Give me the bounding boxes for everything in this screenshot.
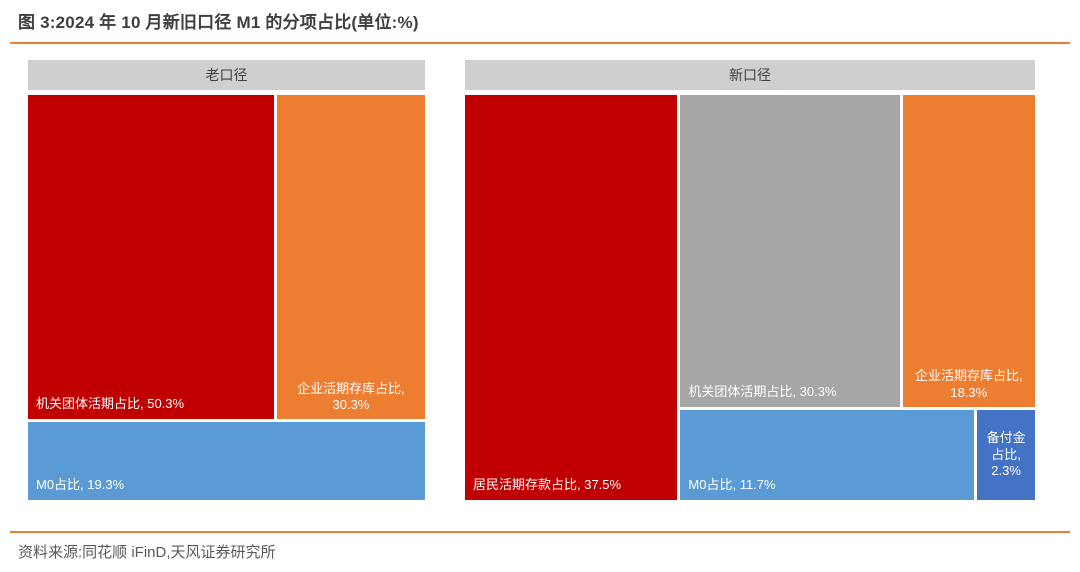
treemap-old: 机关团体活期占比, 50.3% 企业活期存库占比, 30.3% M0占比, 19… (28, 95, 425, 500)
treemap-panel-new: 新口径 居民活期存款占比, 37.5% 机关团体活期占比, 30.3% 企业活期… (465, 60, 1035, 500)
treemap-new: 居民活期存款占比, 37.5% 机关团体活期占比, 30.3% 企业活期存库占比… (465, 95, 1035, 500)
block-old-org-demand: 机关团体活期占比, 50.3% (28, 95, 274, 420)
block-label: M0占比, 19.3% (36, 477, 125, 493)
block-label: 企业活期存库占比, 30.3% (297, 380, 405, 413)
block-new-org-demand: 机关团体活期占比, 30.3% (680, 95, 900, 408)
treemap-new-top-row: 机关团体活期占比, 30.3% 企业活期存库占比, 18.3% (680, 95, 1035, 408)
treemap-header-old: 老口径 (28, 60, 425, 90)
block-label: 居民活期存款占比, 37.5% (473, 477, 622, 493)
block-old-m0: M0占比, 19.3% (28, 422, 425, 500)
source-note: 资料来源:同花顺 iFinD,天风证券研究所 (18, 544, 276, 561)
source-accent-line (10, 531, 1070, 533)
treemap-new-bottom-row: M0占比, 11.7% 备付金 占比, 2.3% (680, 410, 1035, 500)
block-new-m0: M0占比, 11.7% (680, 410, 975, 500)
block-label: M0占比, 11.7% (688, 477, 776, 493)
figure-title: 图 3:2024 年 10 月新旧口径 M1 的分项占比(单位:%) (18, 13, 419, 32)
treemap-panel-old: 老口径 机关团体活期占比, 50.3% 企业活期存库占比, 30.3% M0占比… (28, 60, 425, 500)
block-new-resident-demand: 居民活期存款占比, 37.5% (465, 95, 678, 500)
block-label: 机关团体活期占比, 50.3% (36, 396, 185, 412)
treemap-new-right-column: 机关团体活期占比, 30.3% 企业活期存库占比, 18.3% M0占比, 11… (680, 95, 1035, 500)
block-old-corp-demand: 企业活期存库占比, 30.3% (276, 95, 425, 420)
treemap-old-top-row: 机关团体活期占比, 50.3% 企业活期存库占比, 30.3% (28, 95, 425, 420)
block-label: 备付金 占比, 2.3% (986, 429, 1026, 479)
block-label: 企业活期存库占比, 18.3% (914, 368, 1023, 401)
title-accent-line (10, 42, 1070, 44)
block-label: 机关团体活期占比, 30.3% (688, 384, 837, 400)
treemap-header-new: 新口径 (465, 60, 1035, 90)
block-new-corp-demand: 企业活期存库占比, 18.3% (902, 95, 1035, 408)
block-new-reserve: 备付金 占比, 2.3% (977, 410, 1035, 500)
